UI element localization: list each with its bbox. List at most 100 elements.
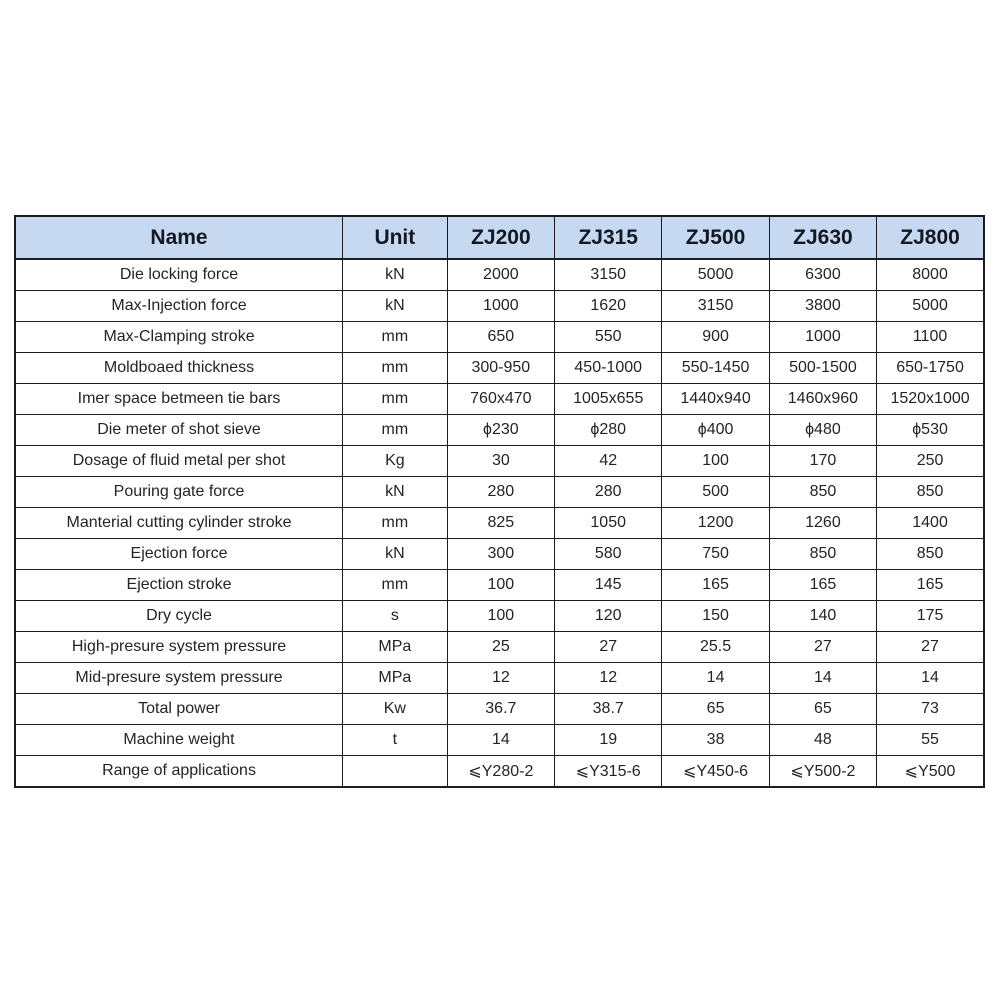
- table-row: Max-Injection force kN 1000 1620 3150 3800 500…: [14, 290, 985, 322]
- row-name-cell: High-presure system pressure: [14, 631, 344, 663]
- row-name-cell: Max-Injection force: [14, 290, 344, 322]
- value-cell: 5000: [876, 290, 985, 322]
- unit-cell: mm: [342, 352, 448, 384]
- value-cell: 5000: [661, 258, 770, 291]
- value-cell: 12: [446, 662, 556, 694]
- value-cell: 650-1750: [876, 352, 985, 384]
- value-cell: 550-1450: [661, 352, 770, 384]
- value-cell: 145: [554, 569, 663, 601]
- value-cell: ⩽Y500-2: [768, 755, 878, 788]
- value-cell: 14: [768, 662, 878, 694]
- value-cell: 65: [661, 693, 770, 725]
- row-name-cell: Pouring gate force: [14, 476, 344, 508]
- column-header: Name: [14, 215, 344, 260]
- value-cell: 140: [768, 600, 878, 632]
- value-cell: 300-950: [446, 352, 556, 384]
- value-cell: 450-1000: [554, 352, 663, 384]
- value-cell: 73: [876, 693, 985, 725]
- table-row: Manterial cutting cylinder stroke mm 825 10…: [14, 507, 985, 539]
- value-cell: ϕ280: [554, 414, 663, 446]
- value-cell: ϕ530: [876, 414, 985, 446]
- unit-cell: t: [342, 724, 448, 756]
- value-cell: 19: [554, 724, 663, 756]
- value-cell: 1005x655: [554, 383, 663, 415]
- value-cell: 65: [768, 693, 878, 725]
- unit-cell: kN: [342, 258, 448, 291]
- row-name-cell: Die locking force: [14, 258, 344, 291]
- value-cell: 165: [876, 569, 985, 601]
- unit-cell: mm: [342, 569, 448, 601]
- value-cell: ϕ480: [768, 414, 878, 446]
- table-row: Ejection force kN 300 580 750 850 850: [14, 538, 985, 570]
- unit-cell: kN: [342, 538, 448, 570]
- row-name-cell: Dosage of fluid metal per shot: [14, 445, 344, 477]
- value-cell: 14: [876, 662, 985, 694]
- table-row: Die meter of shot sieve mm ϕ230 ϕ280 ϕ400 ϕ48…: [14, 414, 985, 446]
- value-cell: 12: [554, 662, 663, 694]
- value-cell: 55: [876, 724, 985, 756]
- value-cell: 750: [661, 538, 770, 570]
- value-cell: 25.5: [661, 631, 770, 663]
- unit-cell: [342, 755, 448, 788]
- unit-cell: Kw: [342, 693, 448, 725]
- unit-cell: kN: [342, 476, 448, 508]
- value-cell: 2000: [446, 258, 556, 291]
- value-cell: 3800: [768, 290, 878, 322]
- row-name-cell: Ejection force: [14, 538, 344, 570]
- table-body: Die locking force kN 2000 3150 5000 6300 8000 M…: [14, 258, 985, 788]
- row-name-cell: Range of applications: [14, 755, 344, 788]
- header-row: Name Unit ZJ200 ZJ315 ZJ500 ZJ630 ZJ800: [14, 215, 985, 260]
- value-cell: 48: [768, 724, 878, 756]
- value-cell: 1000: [446, 290, 556, 322]
- value-cell: 550: [554, 321, 663, 353]
- value-cell: 30: [446, 445, 556, 477]
- value-cell: 120: [554, 600, 663, 632]
- row-name-cell: Ejection stroke: [14, 569, 344, 601]
- value-cell: 850: [876, 476, 985, 508]
- value-cell: 250: [876, 445, 985, 477]
- value-cell: ⩽Y500: [876, 755, 985, 788]
- value-cell: 170: [768, 445, 878, 477]
- table-row: Imer space betmeen tie bars mm 760x470 1005…: [14, 383, 985, 415]
- value-cell: ⩽Y315-6: [554, 755, 663, 788]
- column-header: ZJ500: [661, 215, 770, 260]
- row-name-cell: Total power: [14, 693, 344, 725]
- table-row: Dosage of fluid metal per shot Kg 30 42 100 1…: [14, 445, 985, 477]
- value-cell: 825: [446, 507, 556, 539]
- value-cell: 1400: [876, 507, 985, 539]
- value-cell: 100: [661, 445, 770, 477]
- value-cell: 1050: [554, 507, 663, 539]
- table-row: Total power Kw 36.7 38.7 65 65 73: [14, 693, 985, 725]
- machine-spec-table: Name Unit ZJ200 ZJ315 ZJ500 ZJ630 ZJ800 Die lo…: [14, 215, 985, 788]
- unit-cell: MPa: [342, 662, 448, 694]
- value-cell: 580: [554, 538, 663, 570]
- column-header: ZJ800: [876, 215, 985, 260]
- value-cell: ⩽Y450-6: [661, 755, 770, 788]
- value-cell: 500: [661, 476, 770, 508]
- value-cell: 1620: [554, 290, 663, 322]
- value-cell: 42: [554, 445, 663, 477]
- value-cell: 25: [446, 631, 556, 663]
- value-cell: 1000: [768, 321, 878, 353]
- row-name-cell: Moldboaed thickness: [14, 352, 344, 384]
- value-cell: 850: [768, 476, 878, 508]
- column-header: ZJ200: [446, 215, 556, 260]
- table-row: Max-Clamping stroke mm 650 550 900 1000 1100: [14, 321, 985, 353]
- value-cell: 1260: [768, 507, 878, 539]
- value-cell: 27: [876, 631, 985, 663]
- value-cell: 1520x1000: [876, 383, 985, 415]
- column-header: ZJ630: [768, 215, 878, 260]
- column-header: Unit: [342, 215, 448, 260]
- unit-cell: mm: [342, 321, 448, 353]
- value-cell: 165: [768, 569, 878, 601]
- machine-spec-sheet: Name Unit ZJ200 ZJ315 ZJ500 ZJ630 ZJ800 Die lo…: [14, 215, 985, 788]
- value-cell: 14: [661, 662, 770, 694]
- value-cell: 6300: [768, 258, 878, 291]
- value-cell: 280: [554, 476, 663, 508]
- unit-cell: kN: [342, 290, 448, 322]
- value-cell: 500-1500: [768, 352, 878, 384]
- value-cell: 760x470: [446, 383, 556, 415]
- row-name-cell: Die meter of shot sieve: [14, 414, 344, 446]
- unit-cell: mm: [342, 507, 448, 539]
- value-cell: 850: [768, 538, 878, 570]
